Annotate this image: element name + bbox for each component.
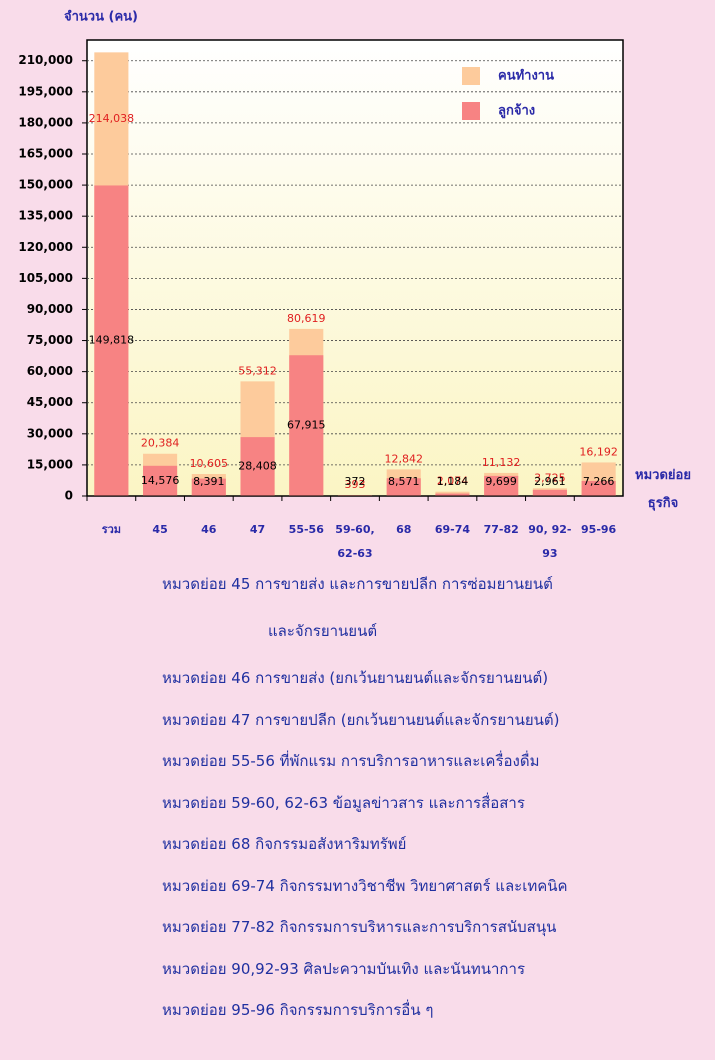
data-label: 2,961 <box>534 475 566 488</box>
y-tick-label: 195,000 <box>18 84 73 98</box>
y-tick-label: 75,000 <box>27 333 73 347</box>
chart: จำนวน (คน) 0 15,000 30,000 45,000 60,000 75,0… <box>18 9 624 503</box>
x-tick-label: 47 <box>249 523 266 536</box>
y-tick-label: 45,000 <box>27 395 73 409</box>
note-line: หมวดย่อย 95-96 กิจกรรมการบริการอื่น ๆ <box>162 1001 434 1019</box>
data-label: 8,571 <box>388 475 420 488</box>
bar <box>191 478 226 496</box>
x-tick-label: 59-60, 62-63 <box>335 523 375 560</box>
bar <box>581 480 616 496</box>
bar <box>484 475 519 496</box>
note-line: หมวดย่อย 55-56 ที่พักแรม การบริการอาหารแ… <box>162 752 540 770</box>
x-tick-label: 45 <box>152 523 168 536</box>
data-label: 80,619 <box>287 312 326 325</box>
note-line: หมวดย่อย 45 การขายส่ง และการขายปลีก การซ… <box>162 575 553 593</box>
y-tick-label: 150,000 <box>18 178 73 192</box>
x-axis-label: หมวดย่อย ธุรกิจ <box>635 468 691 511</box>
x-tick-label: รวม <box>101 523 122 536</box>
bar <box>532 489 567 496</box>
note-line: หมวดย่อย 46 การขายส่ง (ยกเว้นยานยนต์และจ… <box>162 669 549 687</box>
bar <box>94 185 129 496</box>
legend-swatch <box>462 67 480 85</box>
y-tick-label: 105,000 <box>18 271 73 285</box>
y-tick-label: 135,000 <box>18 209 73 223</box>
data-label: 2,074 <box>437 475 469 488</box>
x-tick-label: 95-96 <box>581 523 617 536</box>
data-label: 372 <box>345 475 366 488</box>
data-label: 12,842 <box>384 452 423 465</box>
note-line: หมวดย่อย 69-74 กิจกรรมทางวิชาชีพ วิทยาศา… <box>162 876 568 895</box>
x-tick-label: 90, 92-93 <box>528 523 572 560</box>
x-tick-label: 77-82 <box>483 523 519 536</box>
y-tick-label: 90,000 <box>27 302 73 316</box>
data-label: 20,384 <box>141 437 180 450</box>
data-label: 9,699 <box>485 475 517 488</box>
y-tick-label: 30,000 <box>27 426 73 440</box>
legend-label: คนทำงาน <box>498 68 554 84</box>
data-label: 16,192 <box>579 445 618 458</box>
y-tick-label: 0 <box>65 489 73 503</box>
bar <box>386 478 421 496</box>
legend-label: ลูกจ้าง <box>498 103 535 119</box>
note-line: และจักรยานยนต์ <box>268 622 378 640</box>
x-tick-label: 69-74 <box>434 523 471 536</box>
legend-swatch <box>462 102 480 120</box>
data-label: 55,312 <box>238 364 277 377</box>
y-tick-label: 180,000 <box>18 115 73 129</box>
data-label: 8,391 <box>193 475 225 488</box>
y-tick-label: 60,000 <box>27 364 73 378</box>
data-label: 11,132 <box>482 456 521 469</box>
note-line: หมวดย่อย 90,92-93 ศิลปะความบันเทิง และนั… <box>162 959 525 978</box>
note-line: หมวดย่อย 47 การขายปลีก (ยกเว้นยานยนต์และ… <box>162 710 560 729</box>
data-label: 10,605 <box>190 457 229 470</box>
x-tick-label: 55-56 <box>288 523 324 536</box>
note-line: หมวดย่อย 59-60, 62-63 ข้อมูลข่าวสาร และก… <box>162 793 525 812</box>
data-label: 393 <box>345 478 366 491</box>
data-label: 67,915 <box>287 419 326 432</box>
data-label: 14,576 <box>141 474 180 487</box>
data-label: 1,184 <box>437 475 469 488</box>
bar <box>240 437 275 496</box>
bar <box>435 493 470 496</box>
data-label: 3,725 <box>534 471 566 484</box>
data-label: 28,408 <box>238 460 277 473</box>
bar <box>143 465 178 496</box>
y-tick-label: 15,000 <box>27 457 73 471</box>
y-tick-label: 210,000 <box>18 53 73 67</box>
plot-area <box>86 39 624 497</box>
bar <box>289 355 324 496</box>
note-line: หมวดย่อย 68 กิจกรรมอสังหาริมทรัพย์ <box>162 835 407 853</box>
y-axis-label: จำนวน (คน) <box>64 9 138 25</box>
y-tick-label: 120,000 <box>18 240 73 254</box>
data-label: 7,266 <box>583 475 615 488</box>
note-line: หมวดย่อย 77-82 กิจกรรมการบริหารและการบริ… <box>162 918 557 936</box>
x-tick-label: 68 <box>396 523 412 536</box>
data-label: 149,818 <box>89 334 135 347</box>
data-label: 214,038 <box>89 112 135 125</box>
y-tick-label: 165,000 <box>18 147 73 161</box>
x-tick-label: 46 <box>201 523 217 536</box>
